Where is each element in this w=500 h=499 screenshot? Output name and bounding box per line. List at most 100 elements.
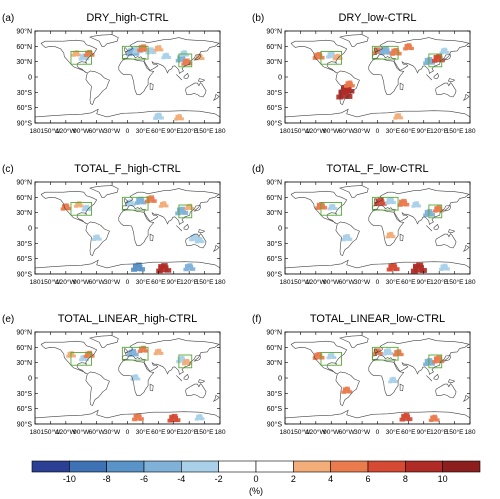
x-tick-label: 0 [376,128,380,135]
panel-tag: (c) [2,164,14,175]
colorbar-box [405,460,443,473]
y-tick-label: 30°S [267,89,283,97]
y-tick-label: 60°S [17,405,33,413]
y-tick-label: 90°N [266,329,282,337]
coastline [193,53,201,61]
y-tick-label: 60°N [266,344,282,352]
coastline [122,188,220,225]
x-tick-label: 90°W [323,127,340,135]
coastline [447,78,456,82]
region-box [121,45,149,60]
coastline [290,340,348,375]
region-box [320,50,342,65]
y-tick-label: 60°S [17,104,33,112]
x-tick-label: 180 [29,279,40,286]
x-tick-label: 60°E [151,278,166,286]
anomaly-cell [439,47,450,55]
x-tick-label: 90°W [73,428,90,436]
panel-grid: (a) DRY_high-CTRL 90°N 60°N 30°N 0 30°S 60°S 90°… [2,12,476,436]
colorbar-box [255,460,294,473]
y-tick-label: 30°S [17,390,33,398]
coastline [149,383,154,392]
y-tick-label: 90°S [267,271,283,279]
y-tick-label: 90°S [17,421,33,429]
coastline [368,58,405,95]
anomaly-cell [332,53,343,61]
x-tick-label: 120°E [180,428,199,436]
coastline [285,108,470,123]
x-tick-label: 60°W [89,127,106,135]
colorbar-tick-label: -4 [177,474,185,484]
coastline [124,347,129,353]
colorbar-tick-label: 4 [328,474,333,484]
y-tick-label: 60°S [267,255,283,263]
anomaly-cell [373,197,387,207]
region-box [121,196,149,211]
anomaly-cell [144,195,157,204]
anomaly-cell [389,47,402,56]
y-tick-label: 90°N [16,329,32,337]
coastline [447,379,456,383]
x-tick-label: 120°W [306,278,327,286]
coastline [399,383,404,392]
x-tick-label: 150°E [446,278,465,286]
coastline [40,340,98,375]
coastline [435,82,457,98]
coastline [290,39,348,74]
x-tick-label: 90°W [73,127,90,135]
coastline [399,82,404,91]
anomaly-cell [156,263,172,274]
anomaly-cell [189,234,200,242]
x-tick-label: 30°E [386,428,401,436]
x-tick-label: 150°W [40,278,61,286]
y-tick-label: 0 [28,75,32,82]
anomaly-cell [432,355,445,364]
anomaly-cell [181,358,192,366]
y-tick-label: 90°S [267,120,283,128]
x-tick-label: 60°E [151,428,166,436]
region-box [70,201,92,216]
anomaly-cell [81,204,92,212]
coastline [213,93,220,101]
anomaly-cell [181,58,193,66]
panel-title: TOTAL_LINEAR_high-CTRL [58,313,198,325]
x-tick-label: 150°W [40,428,61,436]
anomaly-cell [134,196,147,205]
coastline [368,209,405,246]
x-tick-label: 180 [464,279,475,286]
colorbar-unit-label: (%) [249,486,263,496]
coastline [433,223,440,230]
x-tick-label: 30°E [136,278,151,286]
x-tick-label: 90°E [417,278,432,286]
coastline [433,72,440,79]
x-tick-label: 30°E [136,428,151,436]
x-tick-label: 120°E [430,278,449,286]
anomaly-cell [153,112,164,120]
colorbar-box [330,460,369,473]
anomaly-cell [403,43,414,51]
x-tick-label: 150°W [290,428,311,436]
coastline [213,244,220,252]
x-tick-label: 150°W [40,127,61,135]
anomaly-cell [382,348,394,356]
x-tick-label: 180 [464,128,475,135]
x-tick-label: 60°W [89,428,106,436]
coastline [435,383,457,399]
colorbar-tick-label: -10 [63,474,76,484]
colorbar-tick-labels: -10 -8 -6 -4 -2 0 2 4 6 8 10 [63,474,448,484]
x-tick-label: 30°W [354,127,371,135]
x-tick-label: 120°W [56,127,77,135]
x-tick-label: 180 [29,128,40,135]
x-tick-label: 180 [279,429,290,436]
map-panel: (e) TOTAL_LINEAR_high-CTRL 90°N 60°N 30°N 0 30… [2,313,226,436]
coastline [213,394,220,402]
y-tick-label: 0 [28,226,32,233]
x-tick-label: 30°E [136,127,151,135]
coastline [183,373,190,380]
x-tick-label: 180 [214,429,225,436]
anomaly-cell [378,46,392,56]
colorbar-box [181,460,219,473]
coastline [372,37,470,74]
x-tick-label: 0 [376,279,380,286]
